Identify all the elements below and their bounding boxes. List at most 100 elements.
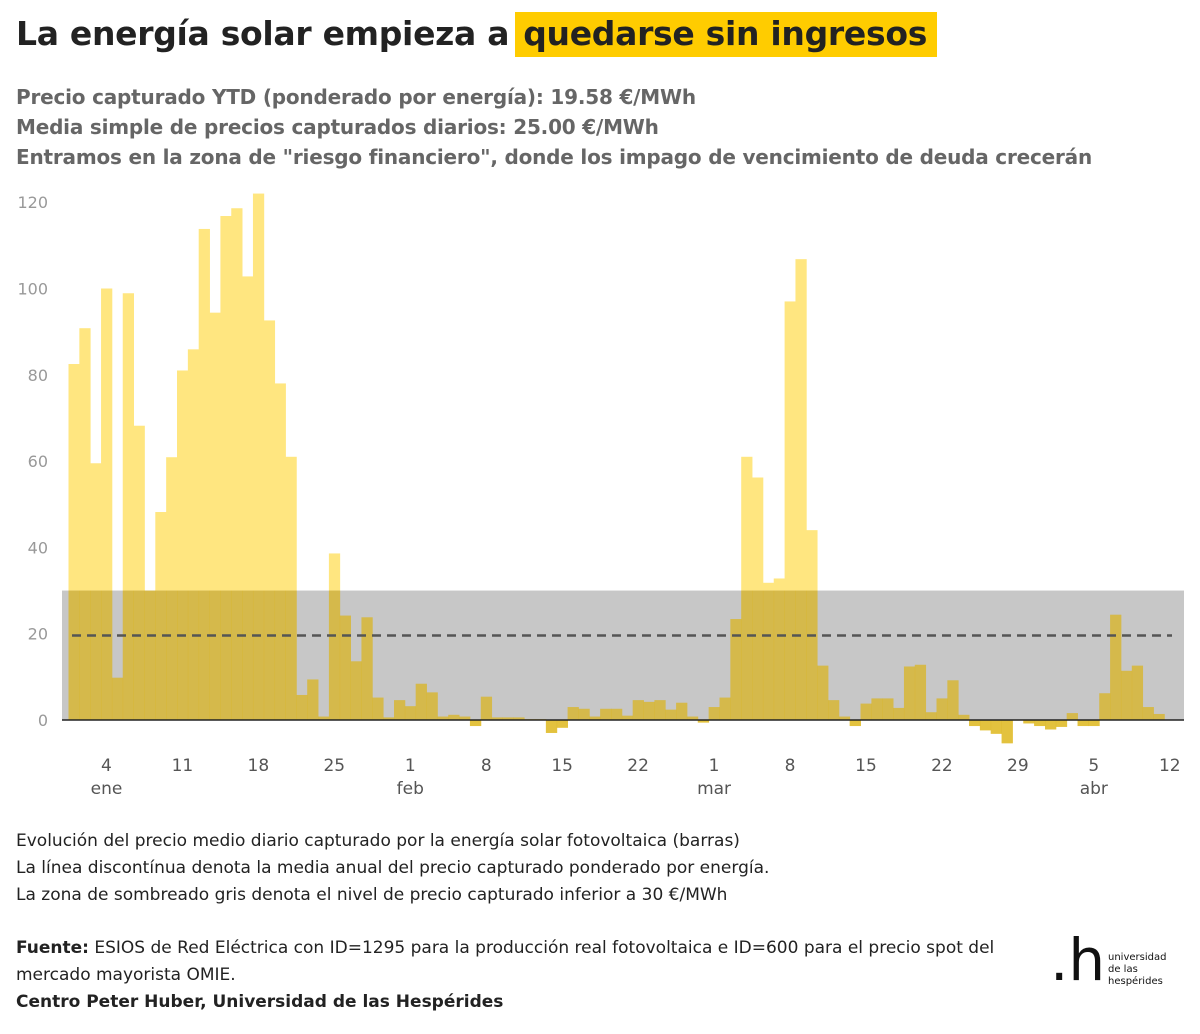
bar-in-zone [426,692,438,720]
bar-in-zone [1153,713,1165,720]
title-prefix: La energía solar empieza a [16,14,510,53]
bar-in-zone [209,590,221,720]
bar-in-zone [1142,707,1154,720]
chart-title: La energía solar empieza a quedarse sin i… [16,12,938,57]
bar [177,370,189,720]
bar-in-zone [404,706,417,720]
bar-in-zone [101,590,113,720]
bar-in-zone [394,700,406,720]
bar-in-zone [654,700,666,720]
bar-in-zone [893,707,905,720]
x-tick-label: 15 [551,756,573,776]
bar-in-zone [383,717,395,720]
bar-in-zone [79,590,91,720]
subtitle-line: Entramos en la zona de "riesgo financier… [16,145,1093,169]
bar [122,293,134,720]
bar-in-zone [1034,720,1046,727]
logo-line: universidad [1108,952,1167,963]
bar-in-zone [339,615,351,720]
bar-in-zone [242,590,254,720]
bar-in-zone [773,590,785,720]
y-tick-label: 100 [17,280,48,299]
bar-in-zone [274,590,286,720]
bar-in-zone [578,708,590,720]
bar-in-zone [1045,720,1057,730]
bar-in-zone [231,590,243,720]
bar-in-zone [1077,720,1089,727]
notes-block: Evolución del precio medio diario captur… [16,828,769,909]
bar-in-zone [860,703,872,720]
bar-in-zone [990,720,1002,734]
bar-in-zone [361,617,373,720]
bar-in-zone [903,666,916,720]
bar [795,259,807,720]
x-tick-label: 22 [627,756,649,776]
bar-in-zone [752,590,764,720]
bar-in-zone [708,707,720,720]
bar-in-zone [263,590,276,720]
bar-in-zone [122,590,134,720]
bar-in-zone [372,697,384,720]
bar-in-zone [697,720,710,723]
bar-in-zone [665,709,677,720]
x-tick-label: 8 [785,756,796,776]
bar-in-zone [469,720,482,727]
bar [784,301,796,720]
bar-in-zone [589,716,601,720]
bar-in-zone [600,708,612,720]
bar-in-zone [643,701,655,720]
x-month-label: ene [91,779,123,799]
bar-in-zone [806,590,818,720]
bar-in-zone [784,590,796,720]
x-tick-label: 8 [481,756,492,776]
y-tick-label: 120 [17,193,48,212]
x-tick-label: 12 [1159,756,1181,776]
bar-in-zone [285,590,297,720]
bar-in-zone [491,717,503,720]
bar [68,364,80,720]
bar-in-zone [686,716,699,720]
bar-in-zone [1110,614,1122,720]
x-tick-label: 22 [931,756,953,776]
bar-in-zone [936,698,948,720]
bar [252,193,265,720]
bar-in-zone [871,698,883,720]
bar-in-zone [849,720,861,727]
note-line: La línea discontínua denota la media anu… [16,858,770,878]
x-tick-label: 11 [172,756,194,776]
bar-in-zone [318,716,330,720]
bar [263,320,276,720]
logo-line: de las [1108,964,1138,975]
bar-chart: 120 100 80 60 40 20 0 4 ene 11 18 25 1 feb 8 15 22 1 mar 8 1… [17,193,1184,799]
bar-in-zone [166,590,178,720]
bar [209,312,221,720]
bar-in-zone [1001,720,1013,744]
bar-in-zone [795,590,807,720]
bar-in-zone [513,717,525,720]
bar-in-zone [502,717,514,720]
bar-in-zone [1131,665,1144,720]
bar-in-zone [155,590,167,720]
bar [285,456,297,720]
y-tick-label: 0 [38,711,48,730]
x-tick-label: 4 [101,756,112,776]
x-tick-label: 18 [248,756,270,776]
bar-in-zone [459,716,471,720]
source-block: Fuente: ESIOS de Red Eléctrica con ID=12… [16,935,1026,1016]
bar [274,383,286,720]
source-body: ESIOS de Red Eléctrica con ID=1295 para … [16,938,995,985]
note-line: La zona de sombreado gris denota el nive… [16,885,728,905]
bar [220,216,232,720]
bar-in-zone [1066,713,1078,720]
bar-in-zone [480,696,493,720]
bar [741,456,753,720]
x-month-label: mar [697,779,731,799]
bar-in-zone [632,700,644,720]
bar-in-zone [252,590,265,720]
x-tick-label: 25 [323,756,345,776]
bar-in-zone [1088,720,1100,727]
x-month-label: abr [1080,779,1108,799]
x-month-label: feb [397,779,424,799]
bar-in-zone [437,716,449,720]
bar-in-zone [133,590,145,720]
